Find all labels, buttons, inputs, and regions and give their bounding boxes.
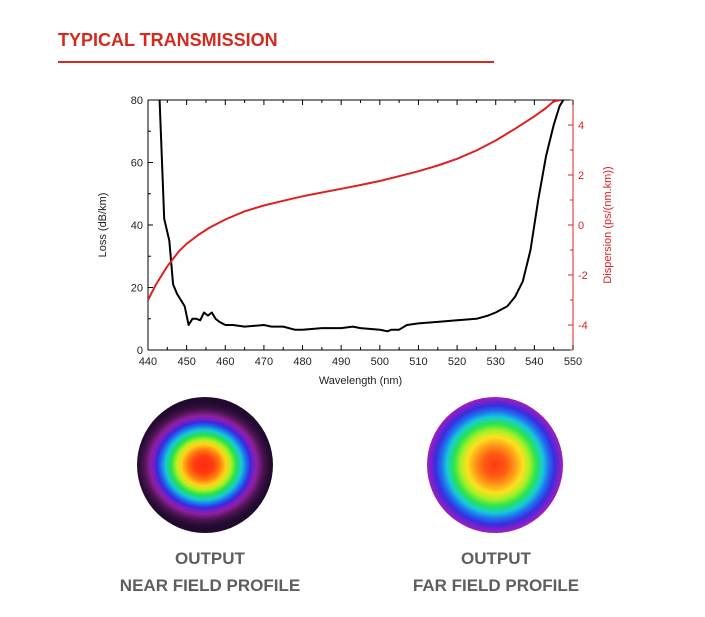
x-tick-label: 510 <box>409 356 427 368</box>
y-tick-label: 80 <box>131 95 143 107</box>
y2-tick-label: -4 <box>578 320 588 332</box>
x-tick-label: 550 <box>564 356 582 368</box>
y-tick-label: 20 <box>131 283 143 295</box>
title-divider <box>58 61 494 63</box>
x-tick-label: 490 <box>332 356 350 368</box>
x-tick-label: 530 <box>487 356 505 368</box>
near-field-caption-line2: NEAR FIELD PROFILE <box>119 576 301 595</box>
x-tick-label: 500 <box>371 356 389 368</box>
near-field-profile-image <box>137 397 273 533</box>
far-field-caption-line2: FAR FIELD PROFILE <box>412 576 580 595</box>
near-field-caption: OUTPUT NEAR FIELD PROFILE <box>90 545 330 599</box>
y2-tick-label: -2 <box>578 270 588 282</box>
y2-axis-label: Dispersion (ps/(nm.km)) <box>602 166 614 283</box>
x-tick-label: 480 <box>293 356 311 368</box>
y2-tick-label: 4 <box>578 120 584 132</box>
y2-tick-label: 2 <box>578 170 584 182</box>
section-title: TYPICAL TRANSMISSION <box>58 30 278 50</box>
x-tick-label: 520 <box>448 356 466 368</box>
x-tick-label: 460 <box>216 356 234 368</box>
x-tick-label: 440 <box>139 356 157 368</box>
far-field-profile-image <box>427 397 563 533</box>
x-tick-label: 540 <box>525 356 543 368</box>
x-axis-label: Wavelength (nm) <box>319 375 402 387</box>
transmission-chart: 440 450 460 470 480 490 500 510 520 530 540 5500204… <box>97 95 614 387</box>
far-field-caption-line1: OUTPUT <box>461 549 531 568</box>
far-field-caption: OUTPUT FAR FIELD PROFILE <box>376 545 616 599</box>
dispersion-series-line <box>148 100 562 301</box>
y-tick-label: 40 <box>131 220 143 232</box>
y-tick-label: 0 <box>137 345 143 357</box>
x-tick-label: 470 <box>255 356 273 368</box>
near-field-caption-line1: OUTPUT <box>175 549 245 568</box>
x-tick-label: 450 <box>177 356 195 368</box>
y2-tick-label: 0 <box>578 220 584 232</box>
y-axis-label: Loss (dB/km) <box>97 193 109 258</box>
loss-series-line <box>158 100 565 333</box>
y-tick-label: 60 <box>131 158 143 170</box>
